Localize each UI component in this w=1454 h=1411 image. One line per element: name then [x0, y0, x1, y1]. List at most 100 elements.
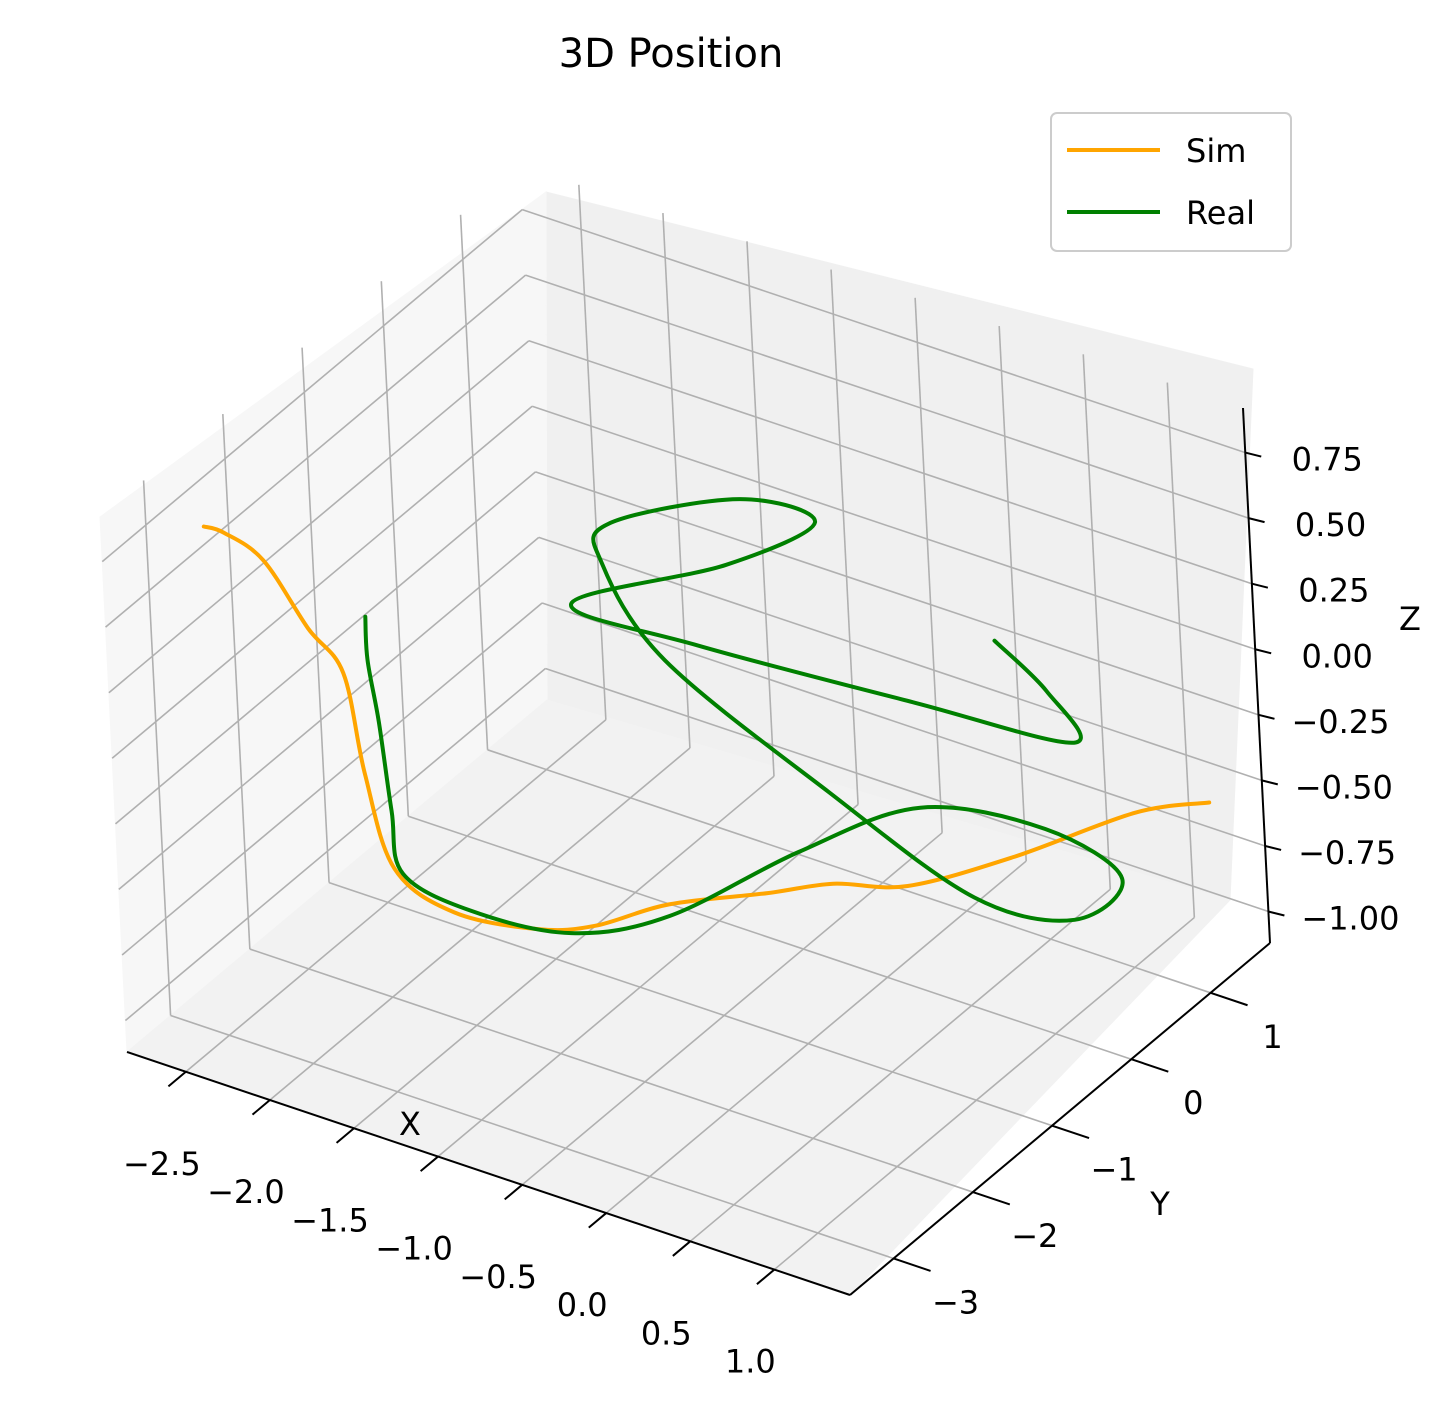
- z-axis-line: [1242, 407, 1271, 944]
- panes: [99, 191, 1254, 1296]
- z-tick-mark: [1264, 844, 1282, 851]
- grid-line-x-back: [1082, 354, 1112, 890]
- y-tick-mark: [1131, 1058, 1169, 1073]
- grid-line-x-back: [830, 269, 859, 805]
- x-tick-label: −2.0: [207, 1173, 285, 1211]
- grid-line-z-side: [111, 405, 533, 759]
- axis-lines: [126, 407, 1271, 1296]
- grid-line-y-side: [380, 281, 410, 817]
- x-tick-mark: [672, 1240, 691, 1257]
- z-tick-label: −0.50: [1295, 768, 1393, 806]
- x-axis-line: [126, 1051, 851, 1296]
- x-axis-label: X: [399, 1105, 421, 1143]
- y-tick-label: 0: [1183, 1084, 1203, 1122]
- grid-line-y-side: [222, 414, 251, 950]
- y-tick-label: −3: [932, 1283, 979, 1321]
- grid-line-z-side: [108, 340, 530, 694]
- y-tick-mark: [1210, 991, 1248, 1007]
- grid-line-z-side: [105, 274, 527, 628]
- grid-line-y-floor: [328, 881, 1053, 1127]
- x-tick-label: −2.5: [123, 1145, 201, 1183]
- grid-line-x-back: [746, 241, 775, 777]
- x-tick-label: −0.5: [459, 1258, 537, 1296]
- grid-line-x-floor: [773, 916, 1195, 1271]
- x-tick-label: −1.5: [291, 1201, 369, 1239]
- z-tick-label: −1.00: [1301, 900, 1399, 938]
- grid-line-x-floor: [269, 747, 691, 1101]
- grid-line-z-back: [521, 208, 1246, 454]
- chart-title: 3D Position: [559, 31, 784, 77]
- grid-line-x-back: [1166, 382, 1196, 918]
- grid-line-x-back: [662, 212, 691, 749]
- grid-line-y-side: [142, 480, 172, 1016]
- x-tick-label: 0.0: [557, 1286, 608, 1324]
- y-tick-mark: [972, 1191, 1011, 1206]
- grid-line-x-floor: [689, 888, 1111, 1242]
- grid-line-y-side: [301, 347, 330, 883]
- z-axis-label: Z: [1399, 600, 1421, 638]
- grid-line-y-side: [459, 214, 489, 750]
- x-tick-label: −1.0: [375, 1230, 453, 1268]
- z-tick-mark: [1245, 451, 1262, 458]
- y-tick-mark: [1051, 1124, 1090, 1140]
- grid-line-x-floor: [437, 803, 859, 1158]
- grid-line-x-floor: [605, 860, 1027, 1214]
- legend-label-real: Real: [1186, 194, 1255, 232]
- x-tick-mark: [419, 1155, 439, 1172]
- grid-line-x-floor: [185, 719, 607, 1073]
- x-tick-mark: [756, 1268, 775, 1285]
- grid-line-z-back: [545, 667, 1269, 913]
- z-tick-mark: [1251, 582, 1269, 589]
- z-tick-label: −0.75: [1298, 834, 1396, 872]
- z-tick-label: 0.00: [1302, 637, 1373, 675]
- x-tick-label: 1.0: [725, 1343, 776, 1381]
- grid-line-y-floor: [170, 1014, 894, 1260]
- y-axis-line: [849, 942, 1271, 1296]
- y-tick-label: −2: [1011, 1217, 1058, 1255]
- grid-line-z-side: [101, 208, 523, 563]
- legend-box: [1050, 112, 1292, 252]
- x-tick-mark: [251, 1099, 271, 1116]
- z-tick-mark: [1248, 517, 1265, 524]
- grid-line-z-side: [118, 536, 540, 891]
- y-tick-mark: [893, 1257, 931, 1272]
- series-line-real: [363, 497, 1125, 936]
- grid-line-z-back: [541, 602, 1266, 847]
- y-tick-label: 1: [1262, 1018, 1282, 1056]
- x-tick-mark: [504, 1184, 523, 1201]
- x-tick-mark: [588, 1212, 607, 1229]
- grid-lines: [101, 184, 1269, 1271]
- grid-line-z-side: [124, 667, 546, 1022]
- grid-line-x-back: [998, 326, 1027, 862]
- y-tick-label: −1: [1090, 1151, 1137, 1189]
- legend-label-sim: Sim: [1186, 132, 1246, 170]
- grid-line-x-floor: [521, 832, 943, 1186]
- z-tick-mark: [1258, 713, 1275, 720]
- grid-line-z-back: [525, 274, 1249, 519]
- x-tick-mark: [335, 1127, 355, 1144]
- grid-line-y-floor: [249, 948, 974, 1193]
- grid-line-x-back: [578, 184, 607, 720]
- z-tick-mark: [1254, 648, 1272, 655]
- grid-line-y-floor: [408, 815, 1132, 1060]
- data-series: [201, 497, 1212, 936]
- z-tick-label: 0.75: [1292, 441, 1363, 479]
- z-tick-label: 0.25: [1298, 572, 1369, 610]
- legend: Sim Real: [1050, 112, 1292, 252]
- z-tick-mark: [1261, 779, 1279, 786]
- z-tick-label: 0.50: [1295, 506, 1366, 544]
- axis-ticks: −2.5−2.0−1.5−1.0−0.5 0.0 0.5 1.0 −3 −2 −1 0 1 −1.…: [123, 441, 1399, 1381]
- grid-line-y-floor: [487, 749, 1211, 994]
- grid-line-x-back: [914, 297, 943, 833]
- x-tick-mark: [167, 1071, 187, 1088]
- x-tick-label: 0.5: [641, 1314, 692, 1352]
- y-axis-label: Y: [1149, 1185, 1170, 1223]
- z-tick-mark: [1268, 910, 1285, 917]
- grid-line-z-back: [531, 405, 1256, 651]
- grid-line-z-side: [121, 602, 543, 956]
- grid-line-z-back: [535, 471, 1259, 716]
- z-tick-label: −0.25: [1291, 703, 1389, 741]
- grid-line-z-back: [528, 339, 1253, 585]
- grid-line-x-floor: [353, 775, 775, 1129]
